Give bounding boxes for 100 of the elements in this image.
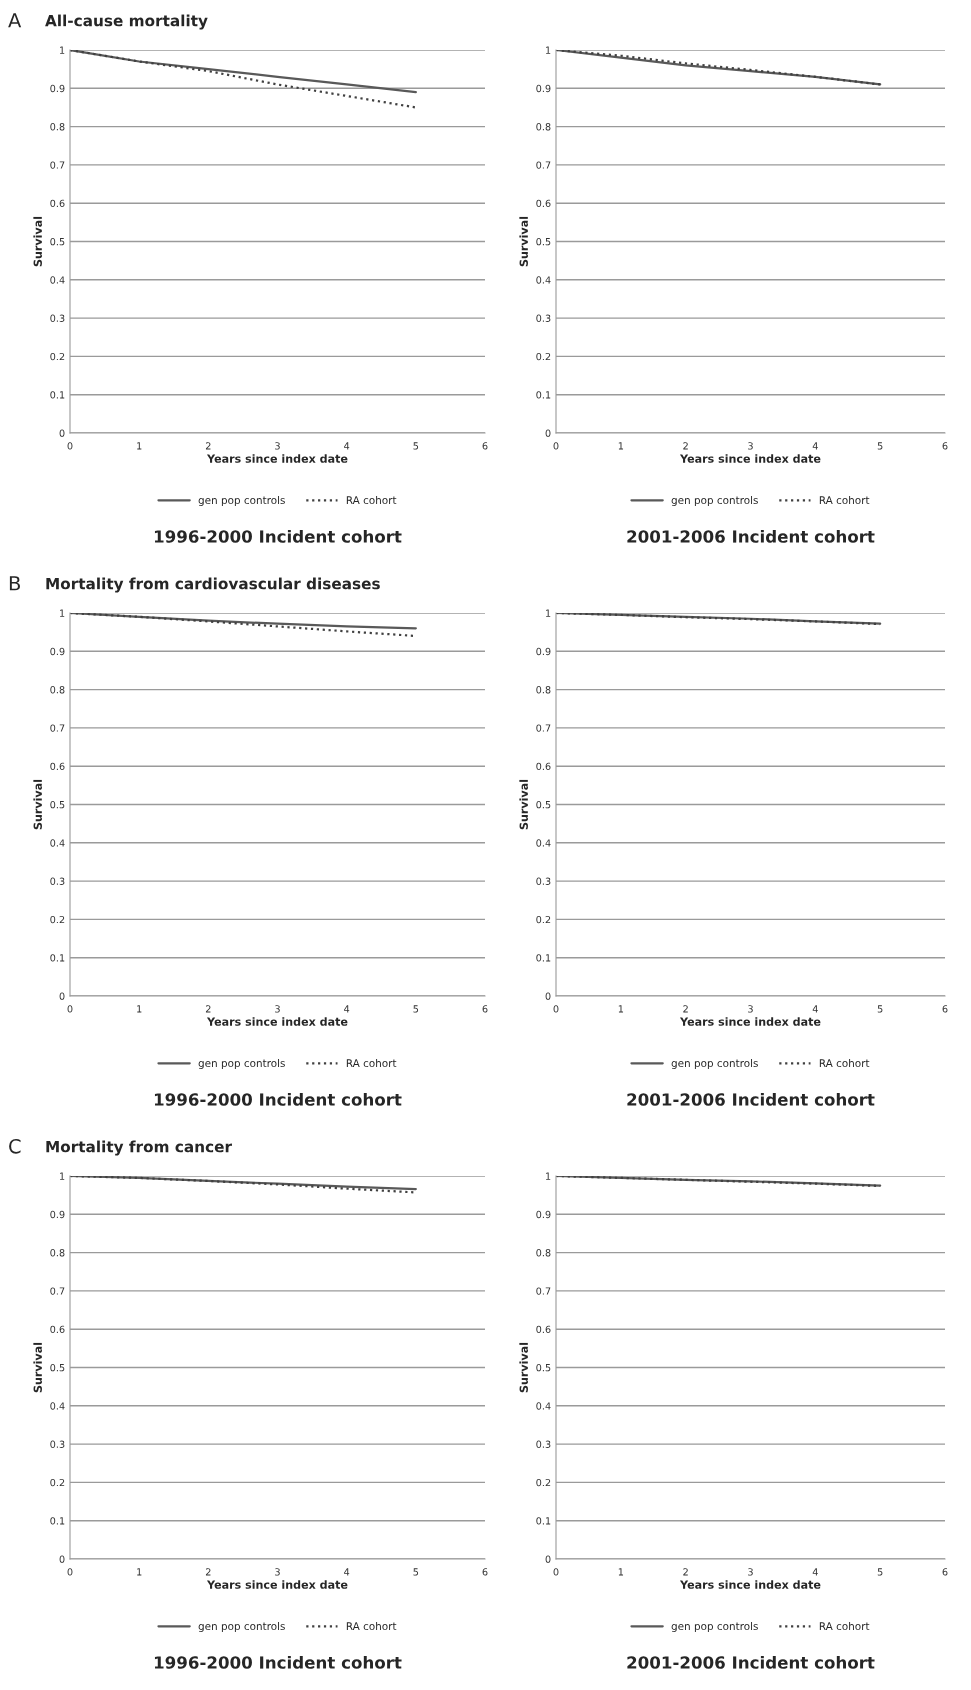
x-axis-title: Years since index date	[679, 454, 821, 463]
x-axis-title: Years since index date	[206, 1580, 348, 1589]
y-tick-label: 0.5	[50, 237, 65, 246]
y-tick-label: 0.7	[50, 161, 65, 169]
y-tick-label: 0	[545, 992, 551, 1000]
text: B	[9, 576, 20, 591]
x-tick-label: 1	[137, 442, 142, 450]
y-tick-label: 0.5	[536, 1363, 551, 1372]
legend-label: gen pop controls	[198, 1058, 285, 1070]
legend-label: gen pop controls	[198, 495, 285, 507]
y-tick-label: 0.2	[536, 352, 551, 361]
y-tick-label: 0.7	[50, 1287, 65, 1295]
x-tick-label: 5	[877, 1005, 883, 1013]
x-tick-label: 2	[683, 1005, 688, 1013]
y-axis-title: Survival	[519, 779, 528, 830]
y-tick-label: 0.4	[50, 276, 65, 284]
line-series	[70, 50, 417, 94]
y-axis-title: Survival	[33, 779, 42, 830]
y-tick-label: 0.3	[536, 1440, 551, 1448]
y-tick-label: 1	[60, 1172, 65, 1180]
x-tick-label: 4	[812, 1005, 818, 1013]
y-tick-label: 0.7	[536, 161, 551, 169]
text: 2001-2006 Incident cohort	[627, 1655, 875, 1669]
chart-title: Mortality from cardiovascular diseases	[46, 577, 380, 593]
x-tick-label: 0	[67, 1005, 73, 1013]
legend-label: gen pop controls	[671, 1058, 758, 1070]
text: 2001-2006 Incident cohort	[627, 529, 875, 543]
y-tick-label: 0.8	[50, 1249, 65, 1257]
y-tick-label: 0.5	[50, 800, 65, 809]
y-tick-label: 0.2	[536, 1478, 551, 1487]
y-axis-title: Survival	[519, 216, 528, 267]
y-tick-label: 0.6	[536, 1325, 551, 1334]
x-tick-label: 6	[482, 442, 488, 450]
text: A	[8, 13, 22, 28]
x-tick-label: 5	[413, 1568, 419, 1576]
y-tick-label: 0.8	[50, 123, 65, 131]
y-tick-label: 0.6	[50, 762, 65, 771]
x-tick-label: 3	[748, 1005, 753, 1013]
x-tick-label: 6	[942, 1568, 948, 1576]
legend-label: gen pop controls	[671, 495, 758, 507]
y-tick-label: 0.7	[50, 724, 65, 732]
x-tick-label: 6	[482, 1005, 488, 1013]
x-tick-label: 1	[618, 1005, 624, 1013]
y-tick-label: 0.9	[50, 84, 65, 93]
x-tick-label: 3	[275, 1568, 280, 1576]
y-tick-label: 1	[546, 46, 551, 54]
x-tick-label: 4	[812, 1568, 818, 1576]
x-tick-label: 3	[748, 442, 753, 450]
y-tick-label: 0.3	[536, 314, 551, 322]
y-tick-label: 0.1	[50, 1517, 65, 1525]
legend-label: RA cohort	[819, 495, 870, 505]
legend-label: gen pop controls	[671, 1621, 758, 1633]
y-tick-label: 0.3	[50, 877, 65, 885]
y-tick-label: 0.3	[536, 877, 551, 885]
y-tick-label: 0.3	[50, 1440, 65, 1448]
y-tick-label: 0.2	[50, 352, 65, 361]
y-tick-label: 0.8	[536, 1249, 551, 1257]
y-tick-label: 0.5	[536, 237, 551, 246]
chart-title: All-cause mortality	[45, 14, 208, 30]
line-series	[556, 50, 882, 86]
x-tick-label: 2	[683, 1568, 688, 1576]
x-tick-label: 0	[553, 442, 559, 450]
y-axis-title: Survival	[33, 216, 42, 267]
legend-label: RA cohort	[346, 1058, 397, 1068]
y-tick-label: 0.6	[50, 199, 65, 208]
x-tick-label: 0	[67, 1568, 73, 1576]
x-tick-label: 4	[344, 442, 350, 450]
x-tick-label: 4	[344, 1568, 350, 1576]
text: 2001-2006 Incident cohort	[627, 1092, 875, 1106]
y-tick-label: 1	[546, 1172, 551, 1180]
y-tick-label: 1	[60, 609, 65, 617]
y-tick-label: 0.9	[50, 1210, 65, 1219]
x-tick-label: 2	[683, 442, 688, 450]
y-tick-label: 0.3	[50, 314, 65, 322]
y-tick-label: 0.1	[536, 954, 551, 962]
y-tick-label: 0.9	[536, 84, 551, 93]
x-tick-label: 6	[482, 1568, 488, 1576]
x-tick-label: 6	[942, 442, 948, 450]
legend-label: RA cohort	[346, 495, 397, 505]
y-tick-label: 0.2	[50, 1478, 65, 1487]
y-tick-label: 0.9	[536, 647, 551, 656]
text: C	[9, 1138, 21, 1154]
y-tick-label: 0.1	[536, 1517, 551, 1525]
y-tick-label: 0.4	[536, 839, 551, 847]
y-axis-title: Survival	[33, 1342, 42, 1393]
line-series	[70, 50, 417, 109]
y-tick-label: 0.9	[536, 1210, 551, 1219]
y-tick-label: 0.6	[536, 762, 551, 771]
y-tick-label: 0.1	[536, 391, 551, 399]
x-axis-title: Years since index date	[679, 1580, 821, 1589]
x-tick-label: 1	[618, 442, 624, 450]
x-tick-label: 3	[748, 1568, 753, 1576]
legend-label: RA cohort	[819, 1621, 870, 1631]
x-tick-label: 2	[205, 442, 211, 450]
y-tick-label: 0	[59, 1555, 65, 1563]
y-tick-label: 0.4	[50, 839, 65, 847]
y-tick-label: 0.9	[50, 647, 65, 656]
y-tick-label: 0.8	[536, 686, 551, 694]
y-tick-label: 0.8	[50, 686, 65, 694]
legend-label: RA cohort	[346, 1621, 397, 1631]
